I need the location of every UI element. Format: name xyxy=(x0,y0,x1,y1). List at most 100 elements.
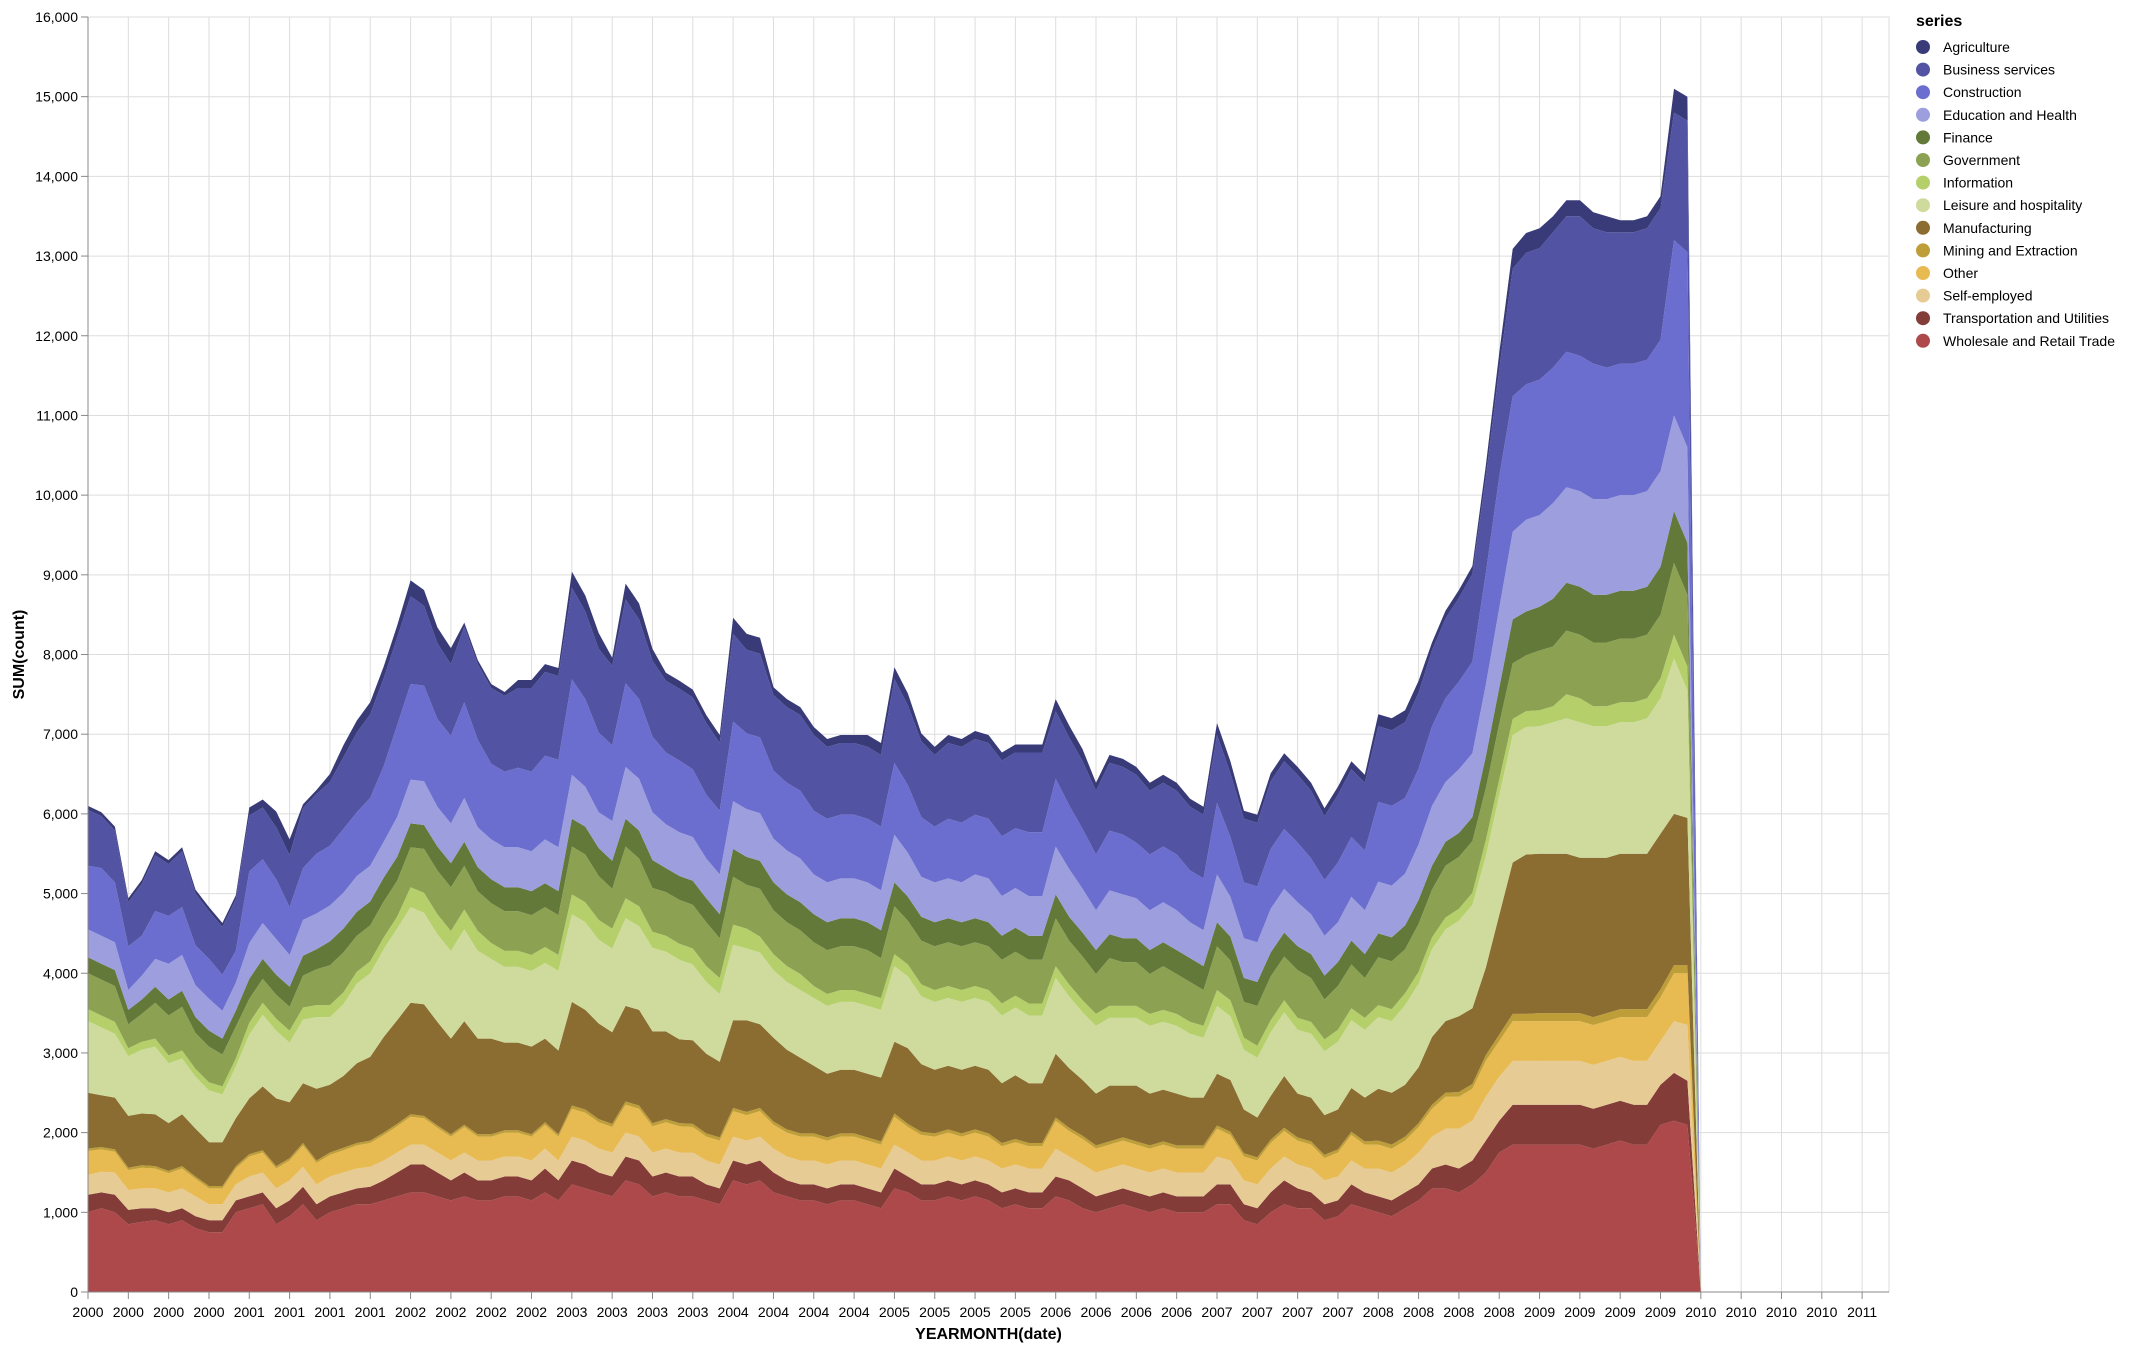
legend-label[interactable]: Education and Health xyxy=(1943,107,2077,123)
legend-label[interactable]: Transportation and Utilities xyxy=(1943,310,2109,326)
x-tick-label: 2002 xyxy=(516,1304,547,1320)
x-tick-label: 2007 xyxy=(1282,1304,1313,1320)
legend-swatch[interactable] xyxy=(1916,243,1930,258)
legend-label[interactable]: Self-employed xyxy=(1943,288,2033,304)
y-tick-label: 7,000 xyxy=(43,726,78,742)
x-axis-title: YEARMONTH(date) xyxy=(915,1326,1062,1343)
x-tick-label: 2010 xyxy=(1685,1304,1716,1320)
x-tick-label: 2006 xyxy=(1161,1304,1192,1320)
y-tick-label: 12,000 xyxy=(35,328,78,344)
legend-label[interactable]: Construction xyxy=(1943,84,2022,100)
x-axis: 2000 2000 2000 2000 2001 2001 2001 2001 2002 2002… xyxy=(72,1291,1889,1320)
legend-label[interactable]: Manufacturing xyxy=(1943,220,2032,236)
y-tick-label: 15,000 xyxy=(35,89,78,105)
area-transportation-and-utilities[interactable] xyxy=(88,1072,1715,1292)
x-tick-label: 2004 xyxy=(758,1304,789,1320)
x-tick-label: 2005 xyxy=(1000,1304,1031,1320)
legend-swatch[interactable] xyxy=(1916,40,1930,54)
area-government[interactable] xyxy=(88,562,1715,1292)
legend-swatch[interactable] xyxy=(1916,311,1930,326)
x-tick-label: 2001 xyxy=(274,1304,305,1320)
y-tick-label: 6,000 xyxy=(43,806,78,822)
x-tick-label: 2001 xyxy=(234,1304,265,1320)
x-tick-label: 2010 xyxy=(1806,1304,1837,1320)
y-tick-label: 0 xyxy=(70,1284,78,1300)
x-tick-label: 2003 xyxy=(677,1304,708,1320)
x-tick-label: 2002 xyxy=(476,1304,507,1320)
x-tick-label: 2007 xyxy=(1242,1304,1273,1320)
x-tick-label: 2009 xyxy=(1645,1304,1676,1320)
legend-label[interactable]: Wholesale and Retail Trade xyxy=(1943,333,2115,349)
legend-label[interactable]: Leisure and hospitality xyxy=(1943,197,2082,213)
x-tick-label: 2010 xyxy=(1726,1304,1757,1320)
area-construction[interactable] xyxy=(88,240,1715,1293)
legend-swatch[interactable] xyxy=(1916,62,1930,77)
x-tick-label: 2003 xyxy=(597,1304,628,1320)
x-tick-label: 2008 xyxy=(1403,1304,1434,1320)
x-tick-label: 2000 xyxy=(153,1304,184,1320)
x-tick-label: 2009 xyxy=(1524,1304,1555,1320)
y-tick-label: 13,000 xyxy=(35,248,78,264)
area-business-services[interactable] xyxy=(88,112,1715,1293)
x-tick-label: 2006 xyxy=(1080,1304,1111,1320)
area-education-and-health[interactable] xyxy=(88,415,1715,1292)
x-tick-label: 2008 xyxy=(1484,1304,1515,1320)
legend-label[interactable]: Business services xyxy=(1943,62,2055,78)
legend-label[interactable]: Information xyxy=(1943,175,2013,191)
legend-swatch[interactable] xyxy=(1916,288,1930,303)
x-tick-label: 2011 xyxy=(1847,1304,1877,1320)
x-tick-label: 2008 xyxy=(1443,1304,1474,1320)
legend-swatch[interactable] xyxy=(1916,266,1930,280)
legend-swatch[interactable] xyxy=(1916,198,1930,213)
x-tick-label: 2001 xyxy=(355,1304,386,1320)
legend-swatch[interactable] xyxy=(1916,333,1930,348)
legend-title: series xyxy=(1916,13,1962,30)
x-tick-label: 2006 xyxy=(1040,1304,1071,1320)
area-agriculture[interactable] xyxy=(88,88,1715,1293)
legend-swatch[interactable] xyxy=(1916,175,1930,190)
legend-swatch[interactable] xyxy=(1916,107,1930,122)
legend-swatch[interactable] xyxy=(1916,85,1930,100)
x-tick-label: 2009 xyxy=(1605,1304,1636,1320)
area-leisure-and-hospitality[interactable] xyxy=(88,658,1715,1293)
legend-label[interactable]: Other xyxy=(1943,265,1978,281)
x-tick-label: 2002 xyxy=(395,1304,426,1320)
area-finance[interactable] xyxy=(88,511,1715,1293)
area-information[interactable] xyxy=(88,634,1715,1292)
x-tick-label: 2006 xyxy=(1121,1304,1152,1320)
y-tick-label: 3,000 xyxy=(43,1045,78,1061)
area-layers xyxy=(88,88,1715,1293)
legend-label[interactable]: Government xyxy=(1943,152,2020,168)
y-tick-label: 8,000 xyxy=(43,647,78,663)
legend-swatch[interactable] xyxy=(1916,130,1930,145)
x-tick-label: 2005 xyxy=(959,1304,990,1320)
area-manufacturing[interactable] xyxy=(88,813,1715,1292)
legend-swatch[interactable] xyxy=(1916,220,1930,235)
y-tick-label: 14,000 xyxy=(35,168,78,184)
x-tick-label: 2004 xyxy=(839,1304,870,1320)
x-tick-label: 2008 xyxy=(1363,1304,1394,1320)
x-tick-label: 2004 xyxy=(718,1304,749,1320)
x-tick-label: 2002 xyxy=(435,1304,466,1320)
x-tick-label: 2005 xyxy=(919,1304,950,1320)
area-other[interactable] xyxy=(88,973,1715,1292)
y-axis: 0 1,000 2,000 3,000 4,000 5,000 6,000 7,000 8,00… xyxy=(35,9,89,1300)
legend-label[interactable]: Mining and Extraction xyxy=(1943,242,2078,258)
x-tick-label: 2003 xyxy=(637,1304,668,1320)
area-wholesale-and-retail-trade[interactable] xyxy=(88,1120,1715,1292)
y-tick-label: 10,000 xyxy=(35,487,78,503)
x-tick-label: 2007 xyxy=(1201,1304,1232,1320)
legend: series Agriculture Business services Const… xyxy=(1916,13,2115,349)
y-tick-label: 5,000 xyxy=(43,886,78,902)
x-tick-label: 2003 xyxy=(556,1304,587,1320)
y-tick-label: 4,000 xyxy=(43,965,78,981)
x-tick-label: 2009 xyxy=(1564,1304,1595,1320)
area-self-employed[interactable] xyxy=(88,1021,1715,1292)
legend-label[interactable]: Agriculture xyxy=(1943,39,2010,55)
y-tick-label: 9,000 xyxy=(43,567,78,583)
x-tick-label: 2001 xyxy=(314,1304,345,1320)
legend-swatch[interactable] xyxy=(1916,153,1930,167)
legend-label[interactable]: Finance xyxy=(1943,129,1993,145)
